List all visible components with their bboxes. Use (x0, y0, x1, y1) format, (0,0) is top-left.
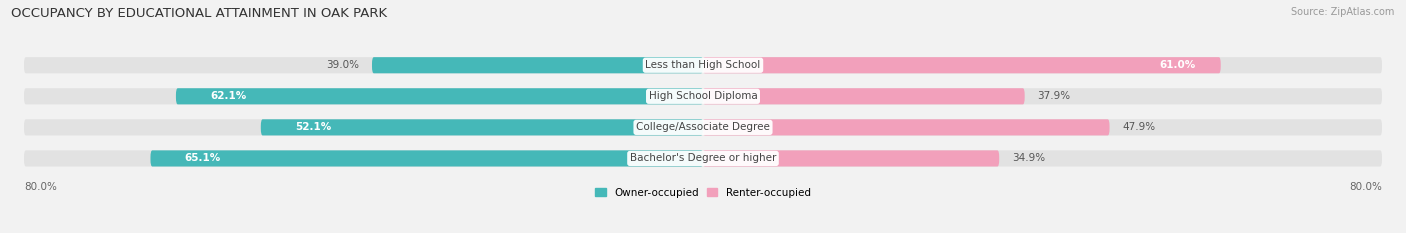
Text: 61.0%: 61.0% (1159, 60, 1195, 70)
Text: High School Diploma: High School Diploma (648, 91, 758, 101)
FancyBboxPatch shape (703, 150, 1000, 167)
Text: 37.9%: 37.9% (1038, 91, 1070, 101)
Text: 34.9%: 34.9% (1012, 154, 1045, 163)
FancyBboxPatch shape (24, 150, 1382, 167)
Text: 52.1%: 52.1% (295, 122, 330, 132)
FancyBboxPatch shape (24, 57, 1382, 73)
Legend: Owner-occupied, Renter-occupied: Owner-occupied, Renter-occupied (591, 183, 815, 202)
FancyBboxPatch shape (703, 57, 1220, 73)
FancyBboxPatch shape (150, 150, 703, 167)
Text: 80.0%: 80.0% (24, 182, 56, 192)
Text: 65.1%: 65.1% (184, 154, 221, 163)
FancyBboxPatch shape (260, 119, 703, 135)
Text: 39.0%: 39.0% (326, 60, 360, 70)
Text: 47.9%: 47.9% (1122, 122, 1156, 132)
Text: OCCUPANCY BY EDUCATIONAL ATTAINMENT IN OAK PARK: OCCUPANCY BY EDUCATIONAL ATTAINMENT IN O… (11, 7, 388, 20)
Text: College/Associate Degree: College/Associate Degree (636, 122, 770, 132)
FancyBboxPatch shape (176, 88, 703, 104)
FancyBboxPatch shape (373, 57, 703, 73)
FancyBboxPatch shape (703, 88, 1025, 104)
FancyBboxPatch shape (24, 119, 1382, 135)
Text: 62.1%: 62.1% (209, 91, 246, 101)
Text: Source: ZipAtlas.com: Source: ZipAtlas.com (1291, 7, 1395, 17)
Text: Bachelor's Degree or higher: Bachelor's Degree or higher (630, 154, 776, 163)
Text: Less than High School: Less than High School (645, 60, 761, 70)
FancyBboxPatch shape (24, 88, 1382, 104)
FancyBboxPatch shape (703, 119, 1109, 135)
Text: 80.0%: 80.0% (1350, 182, 1382, 192)
